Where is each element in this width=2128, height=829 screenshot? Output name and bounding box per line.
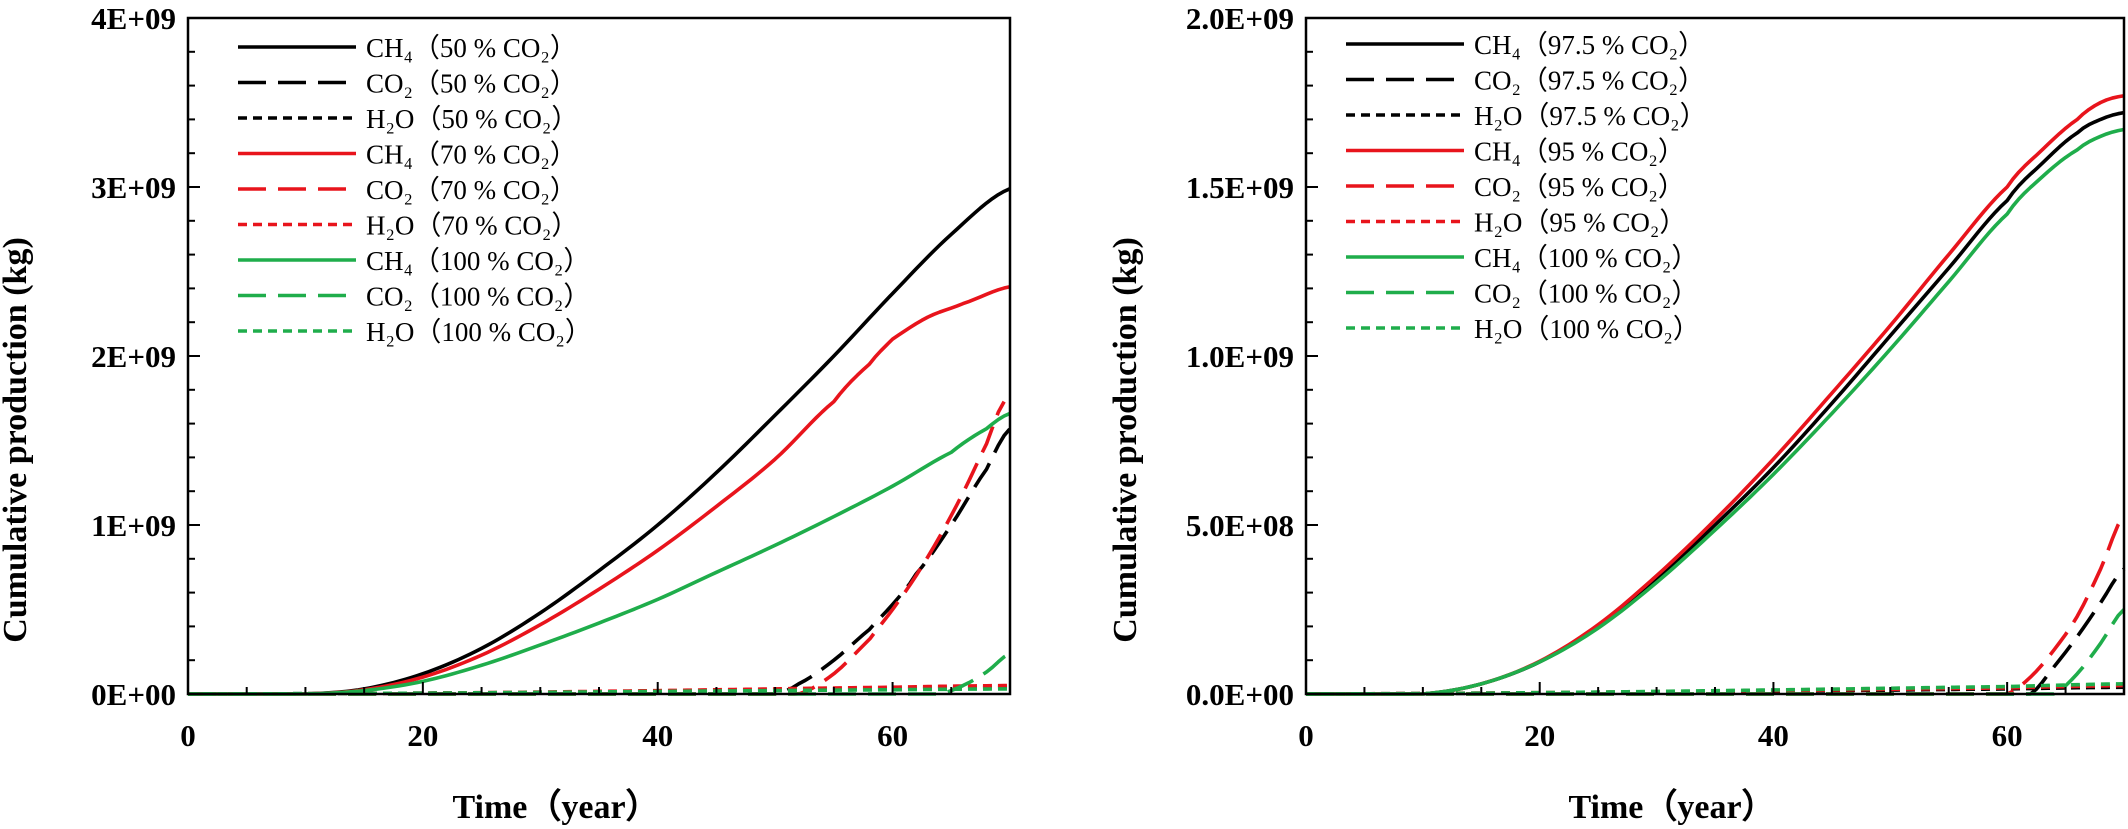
legend-label: CH₄（50 % CO₂）: [366, 33, 577, 63]
series-line-6: [1306, 127, 2125, 696]
y-tick-label: 5.0E+08: [1186, 508, 1294, 543]
left-y-axis-title: Cumulative production (kg): [0, 237, 34, 643]
legend-label: H₂O（95 % CO₂）: [1474, 208, 1686, 238]
y-tick-label: 0E+00: [91, 677, 176, 712]
legend-label: H₂O（100 % CO₂）: [366, 317, 592, 347]
y-tick-label: 1E+09: [91, 508, 176, 543]
legend-label: CO₂（70 % CO₂）: [366, 175, 577, 205]
legend-label: CO₂（50 % CO₂）: [366, 69, 577, 99]
legend-label: CO₂（100 % CO₂）: [1474, 279, 1698, 309]
legend-label: CO₂（97.5 % CO₂）: [1474, 66, 1705, 96]
y-tick-label: 1.0E+09: [1186, 339, 1294, 374]
series-line-1: [1306, 567, 2126, 696]
right-axes: [1304, 16, 2126, 696]
y-tick-label: 2E+09: [91, 339, 176, 374]
legend-label: CH₄（100 % CO₂）: [1474, 243, 1698, 273]
legend-label: CH₄（100 % CO₂）: [366, 246, 590, 276]
left-chart: Cumulative production (kg) Time（year） 0E…: [0, 1, 1012, 826]
series-line-6: [188, 411, 1011, 696]
x-tick-label: 60: [877, 718, 908, 753]
right-legend: CH₄（97.5 % CO₂） CO₂（97.5 % CO₂） H₂O（97.5 %…: [1346, 30, 1707, 344]
left-legend: CH₄（50 % CO₂） CO₂（50 % CO₂） H₂O（50 % CO₂） C…: [238, 33, 592, 347]
y-tick-label: 4E+09: [91, 1, 176, 36]
legend-label: H₂O（100 % CO₂）: [1474, 314, 1700, 344]
right-x-axis-title: Time（year）: [1568, 787, 1775, 826]
left-x-axis-title: Time（year）: [452, 787, 659, 826]
x-tick-label: 40: [1758, 718, 1789, 753]
legend-label: CO₂（100 % CO₂）: [366, 282, 590, 312]
x-tick-label: 20: [1524, 718, 1555, 753]
left-ticks: 0E+00 1E+09 2E+09 3E+09 4E+09 0 20 40 60: [91, 1, 1011, 753]
legend-label: H₂O（50 % CO₂）: [366, 104, 578, 134]
legend-label: CH₄（97.5 % CO₂）: [1474, 30, 1705, 60]
left-series-lines: [187, 187, 1012, 696]
series-line-0: [1306, 110, 2125, 696]
x-tick-label: 0: [180, 718, 196, 753]
right-chart: Cumulative production (kg) Time（year） 0.…: [1107, 1, 2126, 826]
plot-frame: [186, 16, 1012, 696]
x-tick-label: 0: [1298, 718, 1314, 753]
y-tick-label: 3E+09: [91, 170, 176, 205]
series-line-4: [188, 400, 1006, 696]
y-tick-label: 0.0E+00: [1186, 677, 1294, 712]
legend-label: H₂O（97.5 % CO₂）: [1474, 101, 1707, 131]
x-tick-label: 20: [407, 718, 438, 753]
series-line-4: [1306, 513, 2126, 696]
plot-frame: [1304, 16, 2126, 696]
legend-label: CH₄（95 % CO₂）: [1474, 137, 1685, 167]
legend-label: CO₂（95 % CO₂）: [1474, 172, 1685, 202]
right-ticks: 0.0E+00 5.0E+08 1.0E+09 1.5E+09 2.0E+09 0 20 40…: [1186, 1, 2125, 753]
right-y-axis-title: Cumulative production (kg): [1107, 237, 1144, 643]
series-line-1: [188, 427, 1012, 696]
y-tick-label: 1.5E+09: [1186, 170, 1294, 205]
left-axes: [186, 16, 1012, 696]
y-tick-label: 2.0E+09: [1186, 1, 1294, 36]
legend-label: H₂O（70 % CO₂）: [366, 211, 578, 241]
series-line-7: [1306, 608, 2126, 696]
x-tick-label: 40: [642, 718, 673, 753]
legend-label: CH₄（70 % CO₂）: [366, 140, 577, 170]
x-tick-label: 60: [1992, 718, 2023, 753]
